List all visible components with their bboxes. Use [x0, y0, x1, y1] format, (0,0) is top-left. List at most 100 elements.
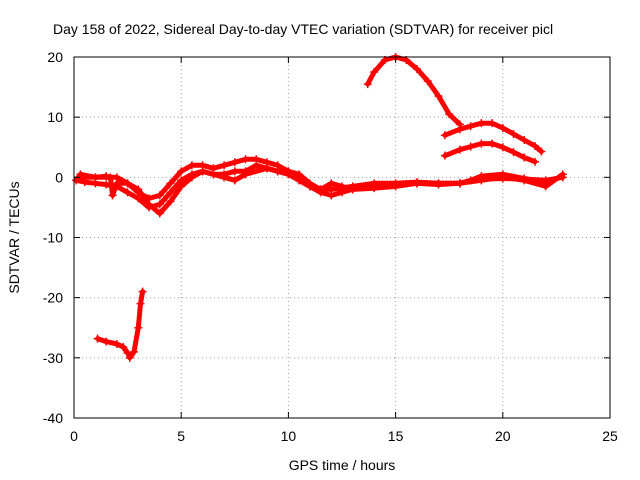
- data-point: [370, 182, 379, 191]
- data-point: [106, 173, 115, 182]
- data-point: [488, 139, 497, 148]
- data-point: [498, 173, 507, 182]
- data-point: [455, 125, 464, 134]
- data-point: [187, 161, 196, 170]
- data-point: [530, 157, 539, 166]
- data-point: [520, 176, 529, 185]
- data-point: [477, 119, 486, 128]
- data-point: [123, 188, 132, 197]
- data-point: [466, 122, 475, 131]
- data-point: [434, 92, 443, 101]
- data-point: [108, 191, 117, 200]
- data-point: [230, 176, 239, 185]
- x-tick-label: 15: [388, 428, 404, 444]
- data-point: [91, 173, 100, 182]
- data-point: [123, 179, 132, 188]
- data-point: [509, 130, 518, 139]
- data-point: [530, 142, 539, 151]
- y-tick-label: -30: [43, 350, 63, 366]
- data-point: [177, 182, 186, 191]
- y-tick-label: 20: [47, 49, 63, 65]
- data-point: [391, 180, 400, 189]
- series-trace: [442, 120, 544, 154]
- data-point: [541, 182, 550, 191]
- data-point: [273, 167, 282, 176]
- axis-ticks: 0 5 10 15 20 25 -40 -30 -20 -10 0 10 20: [43, 49, 618, 444]
- data-point: [220, 173, 229, 182]
- data-point: [93, 334, 102, 343]
- data-point: [488, 119, 497, 128]
- data-point: [119, 343, 128, 352]
- data-point: [440, 151, 449, 160]
- data-point: [363, 80, 372, 89]
- data-point: [455, 145, 464, 154]
- data-point: [241, 170, 250, 179]
- data-point: [316, 185, 325, 194]
- data-point: [498, 143, 507, 152]
- series-arc-b: [440, 139, 539, 166]
- data-point: [177, 167, 186, 176]
- data-point: [198, 167, 207, 176]
- data-point: [102, 172, 111, 181]
- data-point: [370, 68, 379, 77]
- y-tick-label: -10: [43, 230, 63, 246]
- data-point: [138, 287, 147, 296]
- data-point: [445, 110, 454, 119]
- data-point: [125, 353, 134, 362]
- data-point: [112, 179, 121, 188]
- data-point: [434, 179, 443, 188]
- data-point: [230, 158, 239, 167]
- series-early-track: [93, 287, 147, 362]
- data-point: [241, 155, 250, 164]
- data-point: [112, 339, 121, 348]
- data-point: [455, 179, 464, 188]
- data-point: [76, 170, 85, 179]
- data-point: [295, 170, 304, 179]
- data-point: [305, 179, 314, 188]
- y-tick-label: -40: [43, 410, 63, 426]
- data-point: [166, 197, 175, 206]
- data-point: [155, 209, 164, 218]
- series-trace: [95, 289, 146, 361]
- series-main-high: [76, 164, 567, 218]
- y-tick-label: 0: [55, 169, 63, 185]
- data-point: [102, 337, 111, 346]
- data-point: [413, 65, 422, 74]
- data-point: [348, 185, 357, 194]
- data-point: [166, 179, 175, 188]
- data-point: [166, 188, 175, 197]
- data-point: [520, 153, 529, 162]
- data-point: [134, 323, 143, 332]
- data-point: [509, 148, 518, 157]
- data-point: [187, 173, 196, 182]
- data-point: [440, 131, 449, 140]
- data-series: [72, 53, 567, 362]
- data-point: [284, 167, 293, 176]
- data-point: [220, 161, 229, 170]
- series-arc-a: [440, 119, 546, 156]
- data-point: [230, 167, 239, 176]
- data-point: [145, 200, 154, 209]
- data-point: [252, 155, 261, 164]
- data-point: [498, 123, 507, 132]
- data-point: [520, 136, 529, 145]
- x-tick-label: 0: [70, 428, 78, 444]
- data-point: [477, 176, 486, 185]
- y-tick-label: -20: [43, 290, 63, 306]
- grid-lines: [74, 57, 610, 418]
- data-point: [136, 299, 145, 308]
- data-point: [413, 179, 422, 188]
- x-tick-label: 5: [177, 428, 185, 444]
- data-point: [155, 191, 164, 200]
- y-axis-label: SDTVAR / TECUs: [6, 181, 22, 293]
- data-point: [134, 185, 143, 194]
- x-tick-label: 20: [495, 428, 511, 444]
- data-point: [327, 179, 336, 188]
- series-trace: [365, 54, 463, 127]
- data-point: [155, 200, 164, 209]
- data-point: [466, 142, 475, 151]
- data-point: [423, 77, 432, 86]
- data-point: [123, 349, 132, 358]
